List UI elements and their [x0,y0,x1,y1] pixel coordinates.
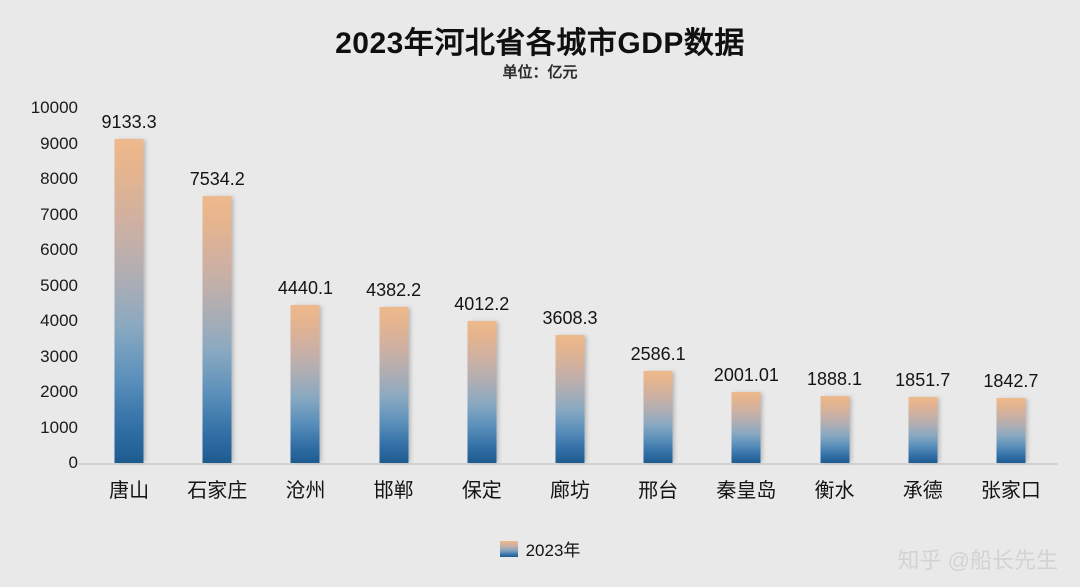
bar-slot: 1842.7 [967,108,1055,463]
legend-swatch-icon [499,540,518,557]
y-axis-tick: 7000 [40,204,78,224]
bar[interactable] [202,195,232,463]
bar-slot: 9133.3 [85,108,173,463]
y-axis-tick: 4000 [40,311,78,330]
bar-value-label: 2586.1 [630,344,686,365]
x-axis-label: 张家口 [980,480,1041,502]
bar-value-label: 4382.2 [366,280,422,301]
bar[interactable] [996,397,1026,463]
y-axis-tick: 6000 [40,240,78,259]
x-axis-labels: 唐山 石家庄 沧州 邯郸 保定 廊坊 邢台 秦皇岛 衡水 承德 张家口 [85,474,1055,506]
y-axis-tick: 3000 [40,346,78,366]
x-axis-label: 秦皇岛 [716,480,777,502]
legend-item-label: 2023年 [525,541,581,560]
y-axis-tick: 10000 [30,98,78,117]
bar[interactable] [379,307,409,463]
y-axis-tick: 1000 [40,417,78,437]
bar-slot: 2586.1 [614,108,702,463]
y-axis-tick: 0 [68,453,78,472]
x-axis-label: 沧州 [285,480,326,502]
y-axis: 10000 9000 8000 7000 6000 5000 4000 3000 2000 100… [0,98,78,472]
legend-item-2023[interactable]: 2023年 [499,536,581,561]
bar[interactable] [467,320,497,463]
chart-subtitle-unit: 单位：亿元 [502,64,578,81]
y-axis-tick: 8000 [40,169,78,188]
bar-value-label: 4012.2 [454,293,510,314]
bar-slot: 2001.01 [702,108,790,463]
bar-slot: 1888.1 [790,108,878,463]
y-axis-tick: 5000 [40,275,78,295]
x-axis-label: 邢台 [638,480,679,502]
bar-value-label: 9133.3 [101,111,157,132]
bar[interactable] [643,371,673,463]
x-axis-label: 唐山 [109,480,150,502]
x-axis-label: 承德 [902,480,943,502]
y-axis-tick: 2000 [40,382,78,401]
bar-slot: 4440.1 [261,108,349,463]
bar-value-label: 1842.7 [983,370,1039,391]
bar[interactable] [820,395,850,463]
bar-value-label: 1851.7 [895,370,951,391]
bar[interactable] [908,397,938,463]
x-axis-label: 衡水 [814,480,855,502]
bar-slot: 1851.7 [879,108,967,463]
bar-value-label: 7534.2 [189,168,245,189]
bars-layer: 9133.3 7534.2 4440.1 4382.2 4012.2 3608.3 2586… [85,108,1055,463]
bar-slot: 4012.2 [438,108,526,463]
bar-value-label: 1888.1 [807,368,863,389]
x-axis-label: 石家庄 [187,480,248,502]
watermark: 知乎 @船长先生 [897,548,1058,573]
bar[interactable] [114,138,144,463]
bar-value-label: 4440.1 [277,278,333,299]
x-axis-label: 邯郸 [373,480,414,502]
x-axis-baseline [78,463,1058,465]
x-axis-label: 廊坊 [550,480,590,502]
bar[interactable] [731,391,761,463]
chart-title: 2023年河北省各城市GDP数据 [335,27,745,60]
bar-value-label: 2001.01 [713,364,779,385]
bar-slot: 3608.3 [526,108,614,463]
x-axis-label: 保定 [461,480,502,502]
chart-legend: 2023年 [0,536,1080,561]
bar-slot: 7534.2 [173,108,261,463]
bar[interactable] [290,305,320,463]
bar[interactable] [555,334,585,463]
y-axis-tick: 9000 [40,133,78,153]
bar-slot: 4382.2 [350,108,438,463]
bar-value-label: 3608.3 [542,307,598,328]
